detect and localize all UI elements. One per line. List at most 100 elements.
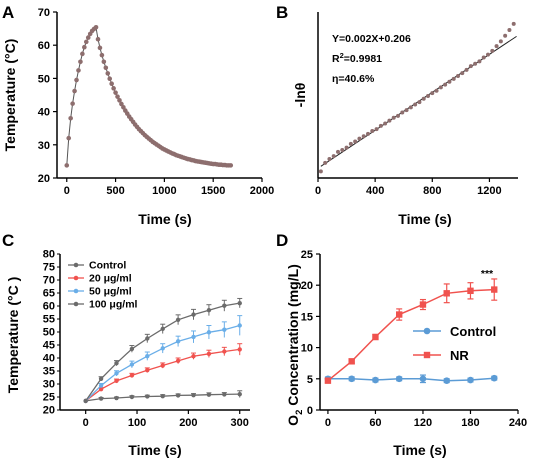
chart-a-x-tick-label: 1500 bbox=[201, 185, 225, 197]
chart-c-series-line bbox=[85, 348, 240, 402]
chart-a-point bbox=[64, 163, 70, 168]
chart-d-series bbox=[324, 374, 498, 384]
chart-a-ylabel: Temperature (°C) bbox=[2, 39, 18, 152]
chart-c-point bbox=[206, 307, 212, 313]
chart-c-point bbox=[160, 363, 165, 368]
chart-b-point bbox=[434, 88, 439, 93]
chart-b-point bbox=[366, 131, 370, 136]
chart-c-legend-marker bbox=[73, 262, 79, 268]
chart-d-point bbox=[396, 311, 403, 318]
chart-b-point bbox=[464, 67, 469, 72]
chart-a-point bbox=[82, 44, 87, 50]
chart-c-point bbox=[145, 368, 150, 373]
chart-d-legend-label: NR bbox=[450, 348, 469, 363]
chart-b-point bbox=[387, 118, 392, 123]
chart-c-point bbox=[129, 373, 135, 378]
chart-c-point bbox=[114, 395, 119, 401]
chart-c-point bbox=[237, 391, 242, 397]
chart-c-point bbox=[83, 398, 88, 404]
chart-d-x-tick-label: 0 bbox=[325, 417, 331, 429]
chart-d-legend-marker bbox=[423, 351, 431, 359]
chart-a-point bbox=[99, 52, 105, 58]
chart-b-point bbox=[353, 139, 358, 144]
chart-b-point bbox=[396, 113, 400, 118]
chart-c-point bbox=[191, 353, 196, 359]
chart-c-x-tick-label: 0 bbox=[83, 417, 89, 429]
chart-b-r-squared: R2=0.9981 bbox=[332, 51, 382, 65]
chart-b-point bbox=[451, 76, 456, 81]
chart-d-y-tick-label: 5 bbox=[307, 374, 313, 386]
chart-a-point bbox=[119, 101, 124, 107]
chart-b-point bbox=[404, 108, 409, 113]
chart-c-point bbox=[129, 362, 135, 367]
chart-a-y-tick-label: 40 bbox=[38, 107, 50, 119]
chart-c-point bbox=[191, 334, 196, 340]
chart-c-point bbox=[98, 387, 104, 392]
chart-c-point bbox=[98, 396, 104, 401]
chart-c-legend-label: 20 μg/ml bbox=[89, 273, 132, 285]
chart-a-x-tick-label: 500 bbox=[106, 185, 124, 197]
chart-c-point bbox=[237, 347, 242, 352]
chart-b-point bbox=[498, 39, 503, 44]
chart-a-point bbox=[85, 35, 91, 40]
chart-c-point bbox=[98, 383, 104, 388]
chart-c-point bbox=[222, 392, 227, 397]
chart-d-y-tick-label: 20 bbox=[301, 280, 313, 292]
chart-c-point bbox=[175, 317, 181, 322]
chart-d-point bbox=[419, 375, 427, 383]
chart-c-y-tick-label: 45 bbox=[43, 340, 55, 352]
chart-c-y-tick-label: 55 bbox=[43, 314, 55, 326]
chart-a-point bbox=[93, 24, 99, 30]
chart-b-point bbox=[468, 64, 473, 69]
chart-c-x-tick-label: 200 bbox=[179, 417, 197, 429]
chart-b-point bbox=[370, 129, 375, 134]
chart-d-x-tick-label: 180 bbox=[461, 417, 479, 429]
chart-b-point bbox=[443, 82, 448, 87]
chart-d-point bbox=[372, 333, 379, 341]
chart-b-linear-fit: 0 400 800 1200 Y=0.002X+0.206 R2=0.9981 η=4… bbox=[292, 12, 518, 227]
chart-b-point bbox=[331, 154, 336, 159]
chart-a-point bbox=[113, 90, 118, 95]
chart-c-point bbox=[114, 361, 119, 366]
chart-a-point bbox=[66, 135, 72, 141]
chart-d-point bbox=[372, 376, 379, 384]
chart-c-y-tick-label: 65 bbox=[43, 288, 55, 300]
chart-b-point bbox=[327, 157, 332, 162]
chart-b-point bbox=[400, 110, 405, 115]
chart-a-series-line bbox=[66, 26, 231, 166]
chart-c-xlabel: Time (s) bbox=[128, 442, 181, 458]
chart-c-y-tick-label: 80 bbox=[43, 249, 55, 261]
chart-c-series bbox=[83, 390, 243, 404]
chart-c-point bbox=[175, 339, 181, 344]
chart-b-point bbox=[494, 44, 499, 49]
chart-a-point bbox=[105, 71, 111, 76]
chart-d-legend: Control NR bbox=[413, 324, 496, 363]
chart-b-x-tick-label: 800 bbox=[423, 185, 441, 197]
chart-a-point bbox=[95, 36, 101, 42]
chart-a-point bbox=[109, 81, 114, 87]
chart-c-y-tick-label: 75 bbox=[43, 262, 55, 274]
chart-a-point bbox=[74, 77, 79, 83]
chart-c-point bbox=[206, 392, 212, 397]
chart-d-significance: *** bbox=[481, 268, 494, 280]
chart-b-point bbox=[421, 96, 426, 101]
chart-d-ylabel: O2 Concentration (mg/L) bbox=[285, 264, 305, 426]
chart-c-legend-label: 50 μg/ml bbox=[89, 286, 132, 298]
chart-c-y-tick-label: 50 bbox=[43, 327, 55, 339]
chart-c-y-tick-label: 40 bbox=[43, 353, 55, 365]
chart-b-ylabel: -lnθ bbox=[292, 83, 308, 108]
chart-b-point bbox=[507, 28, 512, 33]
panel-label-a: A bbox=[2, 3, 14, 22]
chart-c-point bbox=[160, 394, 165, 399]
chart-a-x-tick-label: 0 bbox=[64, 185, 70, 197]
chart-a-point bbox=[76, 68, 81, 73]
chart-c-y-tick-label: 20 bbox=[43, 405, 55, 417]
chart-c-point bbox=[237, 300, 242, 306]
chart-c-x-tick-label: 300 bbox=[231, 417, 249, 429]
chart-d-xlabel: Time (s) bbox=[393, 442, 446, 458]
chart-b-point bbox=[361, 134, 366, 139]
chart-b-x-tick-label: 0 bbox=[315, 185, 321, 197]
chart-a-y-tick-label: 60 bbox=[38, 40, 50, 52]
chart-a-point bbox=[78, 59, 83, 65]
chart-c-point bbox=[160, 346, 165, 351]
